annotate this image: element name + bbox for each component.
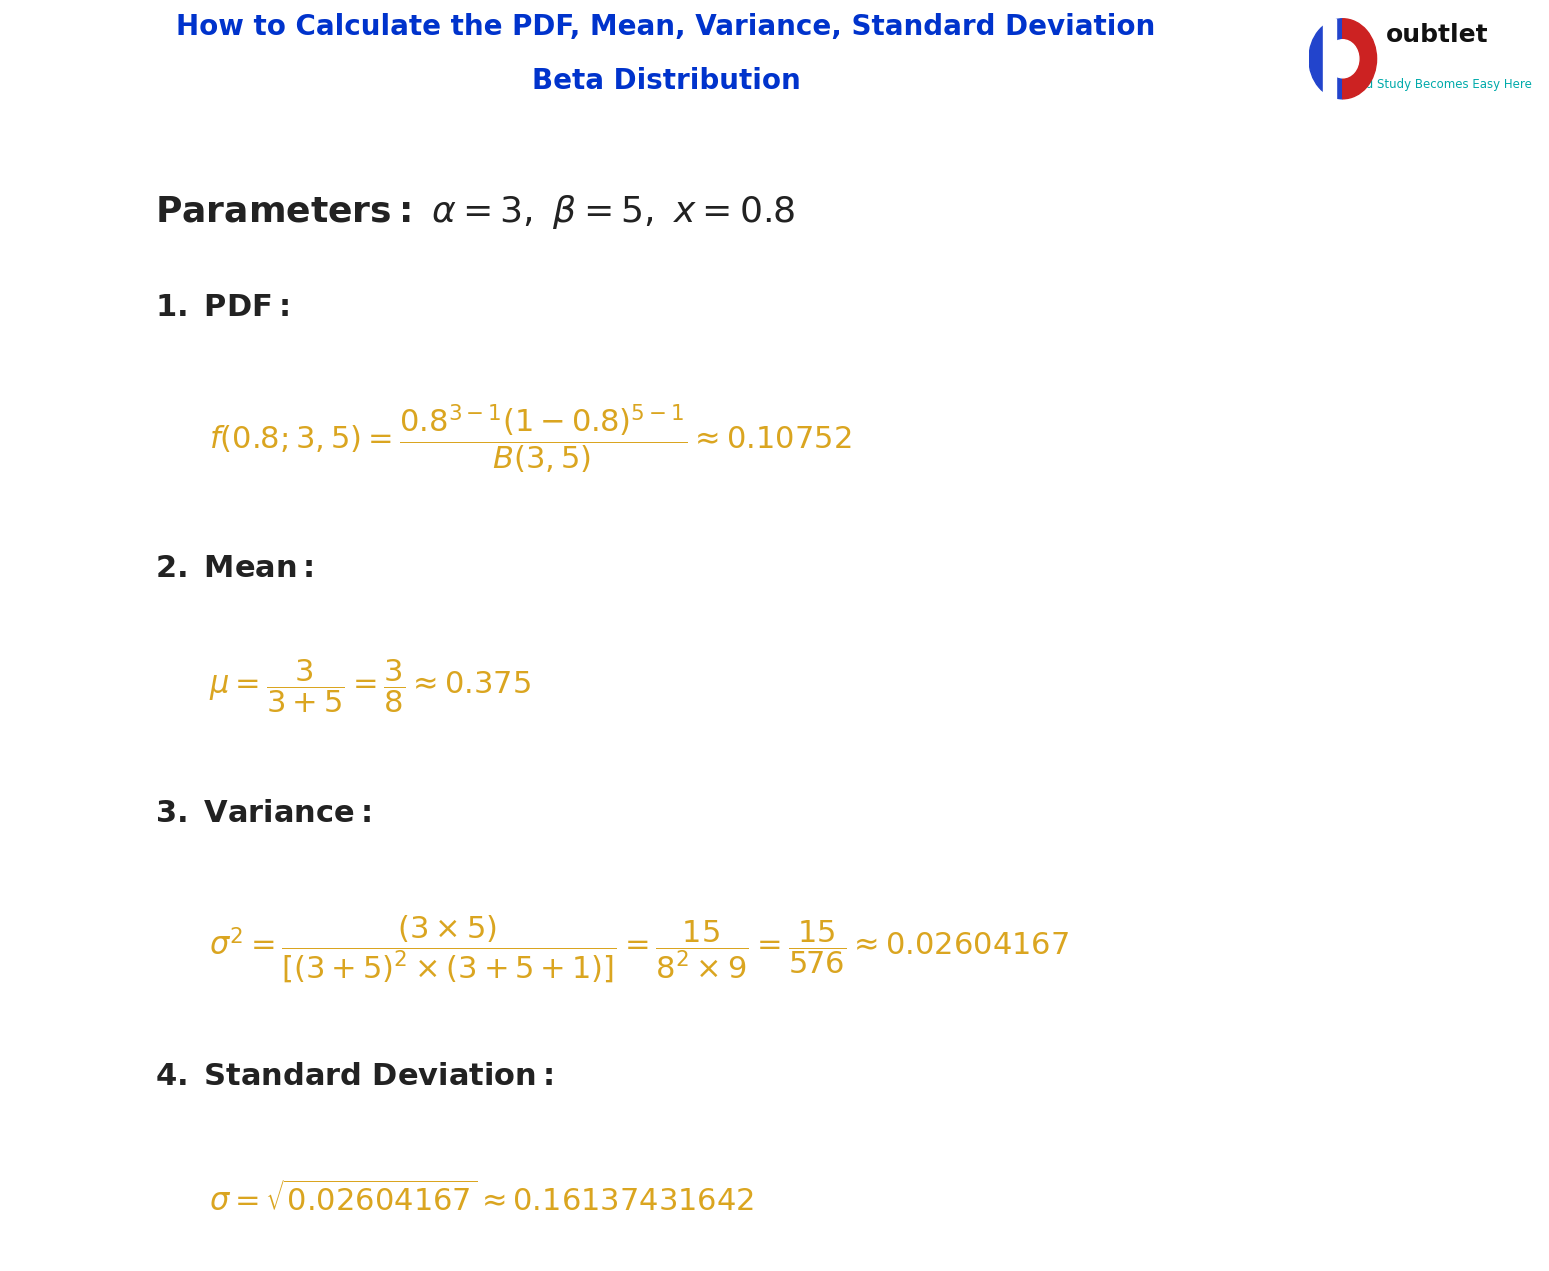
Circle shape <box>1326 39 1358 78</box>
Text: $\mathbf{Parameters:}\ \alpha = 3,\ \beta = 5,\ x = 0.8$: $\mathbf{Parameters:}\ \alpha = 3,\ \bet… <box>155 192 795 230</box>
Wedge shape <box>1309 19 1343 99</box>
Text: oubtlet: oubtlet <box>1386 23 1489 47</box>
Bar <box>1323 19 1337 99</box>
Text: $\mathbf{1.\ PDF:}$: $\mathbf{1.\ PDF:}$ <box>155 294 288 322</box>
Text: $\sigma = \sqrt{0.02604167} \approx 0.16137431642$: $\sigma = \sqrt{0.02604167} \approx 0.16… <box>209 1181 754 1218</box>
Text: How to Calculate the PDF, Mean, Variance, Standard Deviation: How to Calculate the PDF, Mean, Variance… <box>177 13 1156 41</box>
Text: $\mathbf{2.\ Mean:}$: $\mathbf{2.\ Mean:}$ <box>155 554 313 582</box>
Text: $\sigma^2 = \dfrac{(3 \times 5)}{[(3+5)^2 \times (3+5+1)]} = \dfrac{15}{8^2 \tim: $\sigma^2 = \dfrac{(3 \times 5)}{[(3+5)^… <box>209 914 1069 985</box>
Wedge shape <box>1343 19 1377 99</box>
Text: $\mathbf{3.\ Variance:}$: $\mathbf{3.\ Variance:}$ <box>155 799 372 829</box>
Text: $\mathbf{4.\ Standard\ Deviation:}$: $\mathbf{4.\ Standard\ Deviation:}$ <box>155 1063 553 1091</box>
Text: Beta Distribution: Beta Distribution <box>531 67 801 95</box>
Text: Hard Study Becomes Easy Here: Hard Study Becomes Easy Here <box>1345 78 1532 90</box>
Text: $\mu = \dfrac{3}{3+5} = \dfrac{3}{8} \approx 0.375$: $\mu = \dfrac{3}{3+5} = \dfrac{3}{8} \ap… <box>209 657 531 716</box>
Text: $f(0.8;3,5) = \dfrac{0.8^{3-1}(1-0.8)^{5-1}}{B(3,5)} \approx 0.10752$: $f(0.8;3,5) = \dfrac{0.8^{3-1}(1-0.8)^{5… <box>209 403 852 477</box>
